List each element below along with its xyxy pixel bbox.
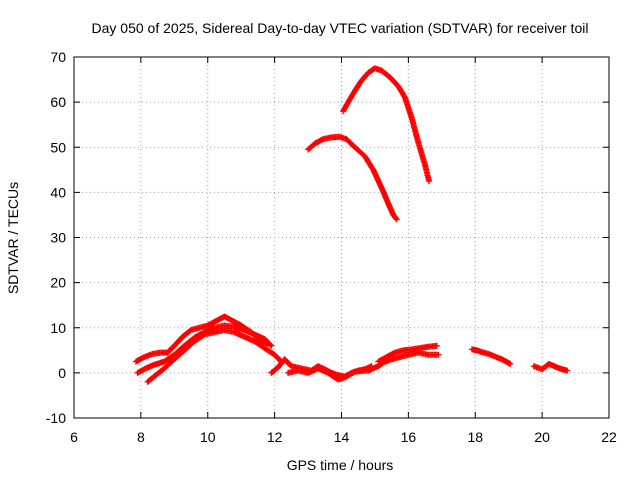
data-layer	[132, 65, 571, 385]
series-low-b	[134, 322, 275, 376]
marker-band	[144, 327, 285, 385]
y-tick-label: 10	[50, 320, 66, 336]
x-axis-title: GPS time / hours	[287, 457, 394, 473]
marker-band	[530, 360, 571, 374]
marker-band	[340, 65, 433, 185]
y-tick-label: 40	[50, 184, 66, 200]
y-tick-label: 20	[50, 275, 66, 291]
marker-band	[375, 342, 440, 365]
series-low-c	[144, 327, 285, 385]
series-low-e	[285, 349, 442, 383]
x-tick-label: 12	[267, 429, 283, 445]
marker-band	[468, 346, 514, 367]
y-tick-label: 30	[50, 230, 66, 246]
series-arc-high-a	[340, 65, 433, 185]
x-tick-label: 20	[534, 429, 550, 445]
series-low-f	[375, 342, 440, 365]
marker-band	[285, 349, 442, 383]
chart-title: Day 050 of 2025, Sidereal Day-to-day VTE…	[92, 20, 589, 36]
axis-layer: 6 8 10 12 14 16 18 20 22 -10 0 10 20 30 40 50 60 70	[46, 49, 617, 445]
x-tick-label: 8	[137, 429, 145, 445]
x-tick-label: 10	[200, 429, 216, 445]
y-tick-label: 0	[58, 365, 66, 381]
x-tick-label: 14	[334, 429, 350, 445]
x-tick-label: 22	[601, 429, 617, 445]
marker-band	[134, 322, 275, 376]
y-tick-label: 50	[50, 139, 66, 155]
marker-band	[305, 133, 400, 223]
series-arc-high-b	[305, 133, 400, 223]
x-tick-label: 16	[401, 429, 417, 445]
y-tick-label: 70	[50, 49, 66, 65]
y-tick-label: 60	[50, 94, 66, 110]
y-tick-label: -10	[46, 410, 66, 426]
x-tick-label: 18	[467, 429, 483, 445]
y-axis-title: SDTVAR / TECUs	[5, 182, 21, 294]
x-tick-label: 6	[70, 429, 78, 445]
plot-frame	[73, 56, 610, 419]
series-low-h	[530, 360, 571, 374]
series-low-g	[468, 346, 514, 367]
